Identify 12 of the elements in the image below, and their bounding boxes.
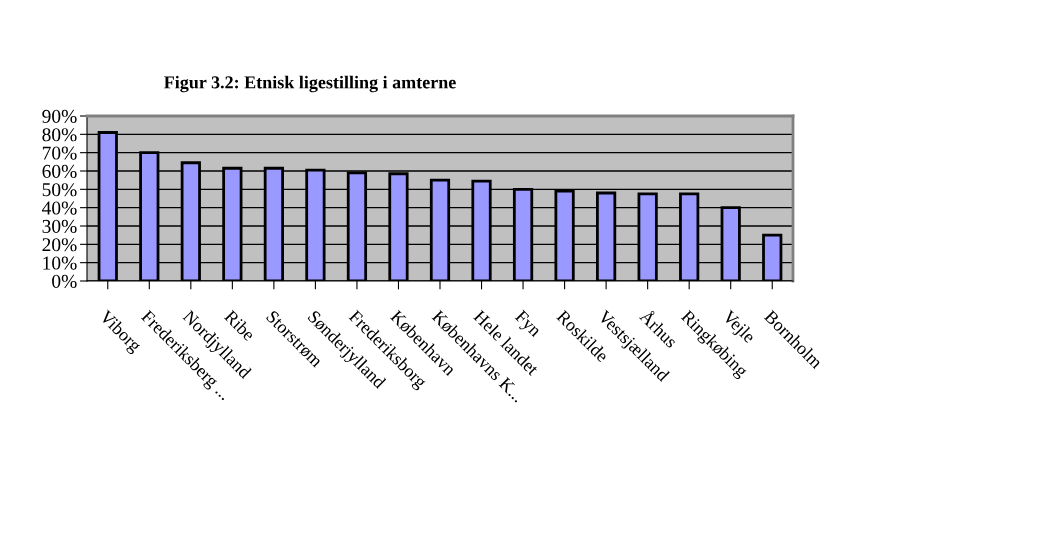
y-tick-label: 50% xyxy=(42,183,77,197)
y-tick-label: 60% xyxy=(42,164,77,178)
y-tick-label: 80% xyxy=(42,128,77,142)
y-tick-label: 70% xyxy=(42,146,77,160)
y-tick-label: 20% xyxy=(42,238,77,252)
y-tick-label: 0% xyxy=(52,274,77,288)
chart-title: Figur 3.2: Etnisk ligestilling i amterne xyxy=(164,75,456,93)
y-tick-label: 40% xyxy=(42,201,77,215)
x-tick-label: Fyn xyxy=(511,309,543,341)
y-tick-label: 30% xyxy=(42,219,77,233)
y-tick-label: 90% xyxy=(42,109,77,123)
y-tick-label: 10% xyxy=(43,256,77,270)
